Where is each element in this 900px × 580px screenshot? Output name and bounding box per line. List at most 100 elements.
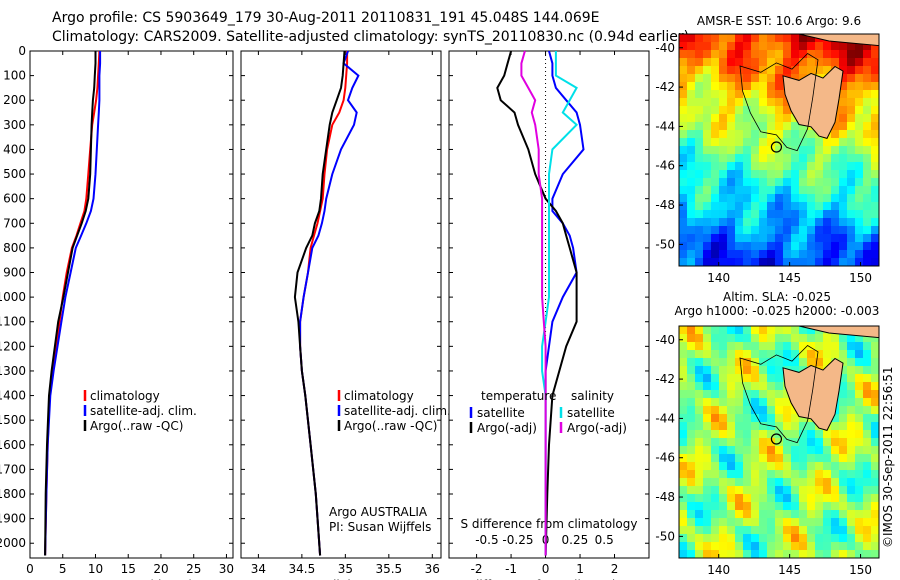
heatmap-cell xyxy=(687,34,696,43)
heatmap-cell xyxy=(759,334,768,343)
heatmap-cell xyxy=(855,194,864,203)
heatmap-cell xyxy=(823,462,832,471)
heatmap-cell xyxy=(839,422,848,431)
heatmap-cell xyxy=(759,374,768,383)
heatmap-cell xyxy=(791,122,800,131)
heatmap-cell xyxy=(711,202,720,211)
heatmap-cell xyxy=(711,122,720,131)
heatmap-cell xyxy=(863,162,872,171)
heatmap-cell xyxy=(799,446,808,455)
heatmap-cell xyxy=(807,42,816,51)
heatmap-cell xyxy=(839,138,848,147)
heatmap-cell xyxy=(687,250,696,259)
heatmap-cell xyxy=(847,374,856,383)
heatmap-cell xyxy=(775,518,784,527)
heatmap-cell xyxy=(695,438,704,447)
heatmap-cell xyxy=(743,406,752,415)
heatmap-cell xyxy=(807,146,816,155)
heatmap-cell xyxy=(839,390,848,399)
top-tick-label: -0.5 xyxy=(475,533,498,547)
heatmap-cell xyxy=(711,478,720,487)
heatmap-cell xyxy=(695,454,704,463)
heatmap-cell xyxy=(751,210,760,219)
heatmap-cell xyxy=(783,326,792,335)
heatmap-cell xyxy=(735,462,744,471)
heatmap-cell xyxy=(847,226,856,235)
heatmap-cell xyxy=(703,114,712,123)
map-y-tick-label: -40 xyxy=(655,333,675,347)
heatmap-cell xyxy=(695,422,704,431)
heatmap-cell xyxy=(823,226,832,235)
heatmap-cell xyxy=(711,358,720,367)
heatmap-cell xyxy=(775,462,784,471)
heatmap-cell xyxy=(679,202,688,211)
heatmap-cell xyxy=(743,414,752,423)
heatmap-cell xyxy=(727,106,736,115)
heatmap-cell xyxy=(815,50,824,59)
heatmap-cell xyxy=(751,334,760,343)
heatmap-cell xyxy=(767,178,776,187)
heatmap-cell xyxy=(799,194,808,203)
heatmap-cell xyxy=(679,462,688,471)
heatmap-cell xyxy=(727,194,736,203)
heatmap-cell xyxy=(687,218,696,227)
heatmap-cell xyxy=(847,502,856,511)
heatmap-cell xyxy=(847,422,856,431)
heatmap-cell xyxy=(711,130,720,139)
heatmap-cell xyxy=(687,138,696,147)
heatmap-cell xyxy=(767,146,776,155)
heatmap-cell xyxy=(783,218,792,227)
heatmap-cell xyxy=(863,74,872,83)
heatmap-cell xyxy=(831,454,840,463)
heatmap-cell xyxy=(751,374,760,383)
heatmap-cell xyxy=(695,526,704,535)
sla_map-frame xyxy=(678,325,880,559)
heatmap-cell xyxy=(823,430,832,439)
heatmap-cell xyxy=(751,510,760,519)
heatmap-cell xyxy=(815,42,824,51)
heatmap-cell xyxy=(799,326,808,335)
y-tick-label: 500 xyxy=(3,167,26,181)
y-tick-label: 800 xyxy=(3,241,26,255)
heatmap-cell xyxy=(783,154,792,163)
heatmap-cell xyxy=(783,430,792,439)
heatmap-cell xyxy=(775,178,784,187)
heatmap-cell xyxy=(831,138,840,147)
heatmap-cell xyxy=(839,494,848,503)
heatmap-cell xyxy=(839,66,848,75)
heatmap-cell xyxy=(719,454,728,463)
heatmap-cell xyxy=(743,242,752,251)
heatmap-cell xyxy=(719,34,728,43)
heatmap-cell xyxy=(687,50,696,59)
heatmap-cell xyxy=(871,438,880,447)
heatmap-cell xyxy=(839,502,848,511)
heatmap-cell xyxy=(703,414,712,423)
heatmap-cell xyxy=(871,350,880,359)
heatmap-cell xyxy=(679,526,688,535)
heatmap-cell xyxy=(839,106,848,115)
heatmap-cell xyxy=(871,422,880,431)
heatmap-cell xyxy=(719,234,728,243)
heatmap-cell xyxy=(759,34,768,43)
heatmap-cell xyxy=(711,58,720,67)
heatmap-cell xyxy=(767,98,776,107)
heatmap-cell xyxy=(679,470,688,479)
heatmap-cell xyxy=(847,202,856,211)
heatmap-cell xyxy=(695,210,704,219)
heatmap-cell xyxy=(711,178,720,187)
heatmap-cell xyxy=(823,542,832,551)
heatmap-cell xyxy=(743,454,752,463)
heatmap-cell xyxy=(815,258,824,267)
heatmap-cell xyxy=(783,234,792,243)
heatmap-cell xyxy=(743,162,752,171)
heatmap-cell xyxy=(783,422,792,431)
heatmap-cell xyxy=(783,146,792,155)
x-tick-label: 34.5 xyxy=(289,562,316,576)
heatmap-cell xyxy=(871,250,880,259)
heatmap-cell xyxy=(735,534,744,543)
heatmap-cell xyxy=(831,342,840,351)
heatmap-cell xyxy=(767,478,776,487)
heatmap-cell xyxy=(839,242,848,251)
heatmap-cell xyxy=(783,534,792,543)
